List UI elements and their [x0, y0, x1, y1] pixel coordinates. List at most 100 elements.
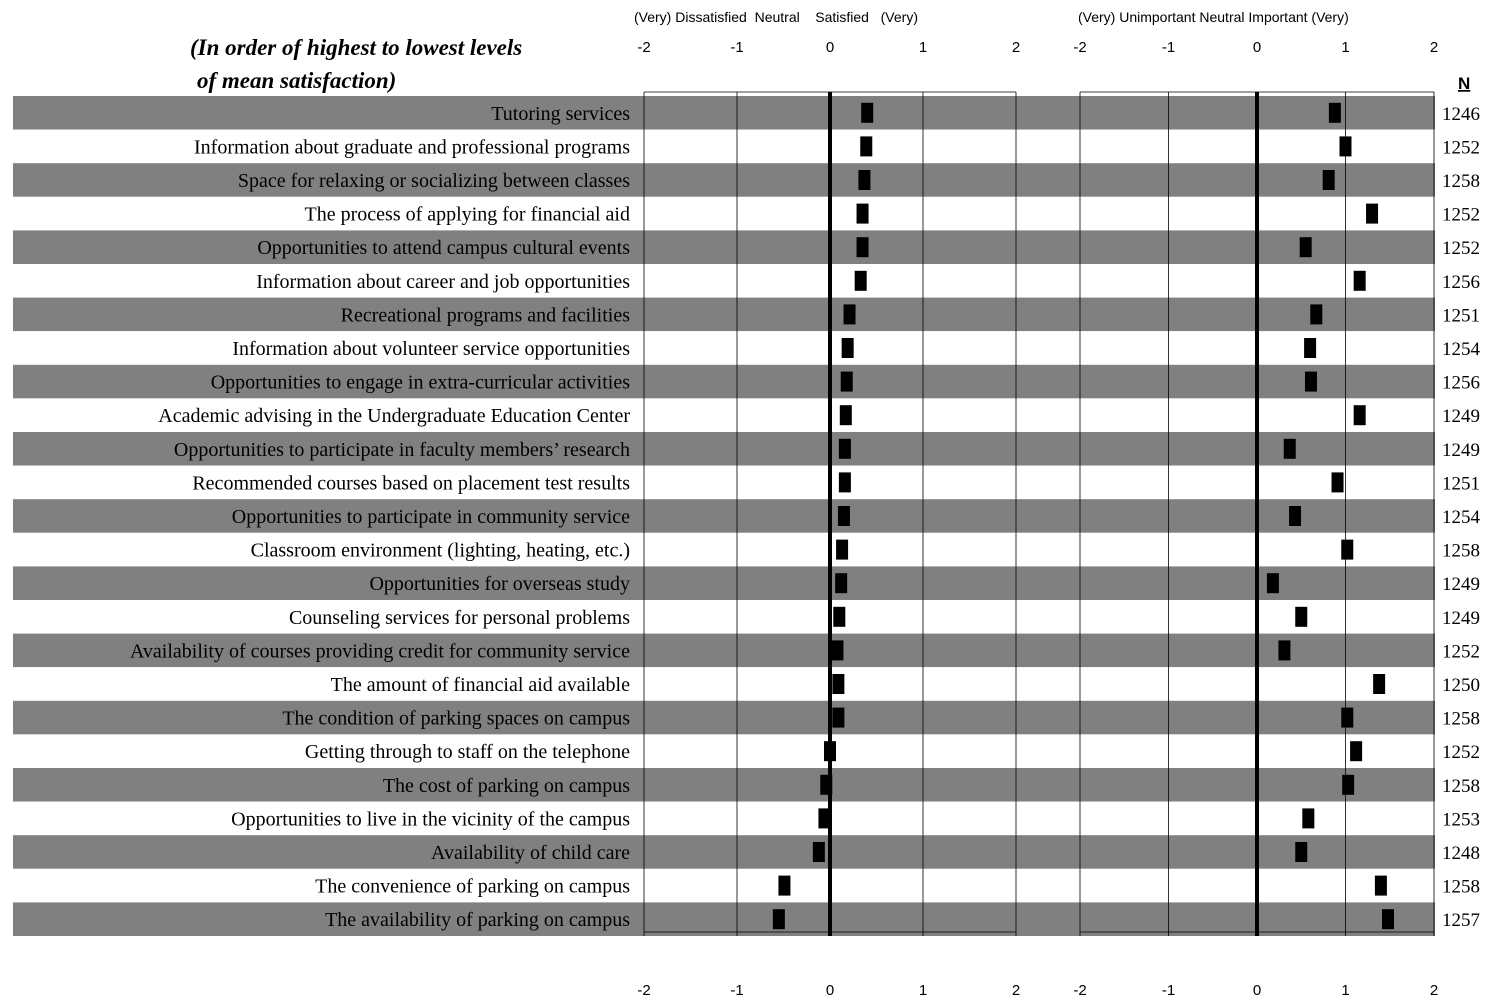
- importance-tick-label: -1: [1162, 39, 1175, 56]
- satisfaction-bar: [836, 539, 849, 560]
- bar-markers: [772, 102, 1394, 930]
- category-label: Space for relaxing or socializing betwee…: [238, 170, 630, 192]
- category-label: The amount of financial aid available: [331, 674, 630, 696]
- category-label: Opportunities to participate in communit…: [232, 506, 630, 528]
- row-band: [13, 667, 1435, 701]
- category-label: Classroom environment (lighting, heating…: [251, 540, 630, 562]
- n-value: 1258: [1442, 776, 1480, 797]
- n-column-header: N: [1458, 74, 1470, 93]
- n-value: 1252: [1442, 742, 1480, 763]
- panel-frames: [643, 91, 1435, 936]
- row-band: [13, 768, 1435, 802]
- importance-bar: [1328, 102, 1341, 123]
- row-band: [13, 902, 1435, 936]
- n-value: 1252: [1442, 238, 1480, 259]
- importance-bar: [1341, 707, 1354, 728]
- category-label: Information about volunteer service oppo…: [232, 338, 630, 360]
- n-value: 1252: [1442, 641, 1480, 662]
- importance-bar: [1331, 472, 1344, 493]
- satisfaction-bar: [838, 438, 851, 459]
- category-label: Opportunities to participate in faculty …: [174, 439, 630, 461]
- row-band: [13, 297, 1435, 332]
- satisfaction-bar: [856, 237, 869, 258]
- row-band: [13, 835, 1435, 869]
- importance-tick-label: 2: [1430, 982, 1438, 999]
- n-value: 1248: [1442, 843, 1480, 864]
- satisfaction-tick-label: -1: [730, 39, 743, 56]
- importance-tick-label: -2: [1073, 39, 1086, 56]
- category-label: Availability of courses providing credit…: [130, 640, 630, 662]
- category-label: Academic advising in the Undergraduate E…: [158, 405, 630, 427]
- importance-tick-label: 0: [1253, 39, 1261, 56]
- row-band: [13, 868, 1435, 903]
- importance-bar: [1304, 371, 1317, 392]
- satisfaction-bar: [861, 102, 874, 123]
- n-value: 1256: [1442, 373, 1480, 394]
- n-value: 1258: [1442, 709, 1480, 730]
- satisfaction-bar: [835, 573, 848, 594]
- satisfaction-bar: [832, 707, 845, 728]
- satisfaction-tick-label: -1: [730, 982, 743, 999]
- importance-bar: [1283, 438, 1296, 459]
- satisfaction-scale-label: (Very) Dissatisfied Neutral Satisfied (V…: [634, 9, 918, 25]
- satisfaction-bar: [839, 405, 852, 426]
- n-value: 1258: [1442, 541, 1480, 562]
- n-value: 1257: [1442, 910, 1480, 931]
- importance-bar: [1353, 405, 1366, 426]
- satisfaction-bar: [832, 674, 845, 694]
- satisfaction-tick-label: -2: [637, 39, 650, 56]
- satisfaction-tick-label: -2: [637, 982, 650, 999]
- n-value: 1249: [1442, 406, 1480, 427]
- n-value: 1250: [1442, 675, 1480, 696]
- importance-tick-label: 1: [1341, 982, 1349, 999]
- satisfaction-bar: [831, 640, 844, 661]
- satisfaction-bar: [772, 909, 785, 930]
- satisfaction-bar: [818, 808, 831, 829]
- satisfaction-tick-label: 0: [826, 39, 834, 56]
- satisfaction-bar: [854, 270, 867, 291]
- satisfaction-bar: [824, 741, 836, 762]
- category-label: Information about graduate and professio…: [194, 136, 630, 158]
- n-value: 1251: [1442, 473, 1480, 494]
- importance-bar: [1310, 304, 1323, 325]
- row-band: [13, 129, 1435, 164]
- satisfaction-bar: [833, 606, 846, 627]
- row-band: [13, 264, 1435, 298]
- satisfaction-bar: [838, 472, 851, 493]
- category-label: Information about career and job opportu…: [256, 271, 630, 293]
- row-band: [13, 196, 1435, 231]
- chart-subtitle-line1: (In order of highest to lowest levels: [190, 35, 522, 60]
- importance-bar: [1302, 808, 1315, 829]
- satisfaction-bar: [812, 842, 825, 862]
- importance-scale-label: (Very) Unimportant Neutral Important (Ve…: [1078, 9, 1349, 25]
- importance-bar: [1266, 573, 1279, 594]
- satisfaction-bar: [856, 203, 869, 224]
- satisfaction-bar: [860, 136, 873, 157]
- tick-labels: -2 -2 -1 -1 0 0 1 1 2 2 -2 -2 -1 -1 0 0 1 1 2 2: [637, 39, 1438, 999]
- n-value: 1246: [1442, 104, 1480, 125]
- row-band: [13, 499, 1435, 533]
- row-labels: Tutoring services 1246 Information about g…: [130, 103, 1481, 931]
- importance-bar: [1373, 674, 1386, 694]
- importance-bar: [1353, 270, 1366, 291]
- importance-bar: [1341, 539, 1354, 560]
- importance-bar: [1278, 640, 1291, 661]
- importance-bar: [1342, 774, 1355, 795]
- n-value: 1253: [1442, 809, 1480, 830]
- satisfaction-bar: [820, 774, 833, 795]
- importance-bar: [1295, 842, 1308, 862]
- satisfaction-bar: [778, 875, 791, 896]
- n-value: 1256: [1442, 272, 1480, 293]
- importance-bar: [1295, 606, 1308, 627]
- satisfaction-tick-label: 1: [919, 982, 927, 999]
- n-value: 1252: [1442, 137, 1480, 158]
- importance-tick-label: 2: [1430, 39, 1438, 56]
- n-value: 1249: [1442, 574, 1480, 595]
- row-band: [13, 96, 1435, 130]
- importance-bar: [1339, 136, 1352, 157]
- importance-tick-label: -1: [1162, 982, 1175, 999]
- category-label: Tutoring services: [491, 103, 630, 125]
- importance-bar: [1289, 506, 1302, 526]
- row-band: [13, 364, 1435, 399]
